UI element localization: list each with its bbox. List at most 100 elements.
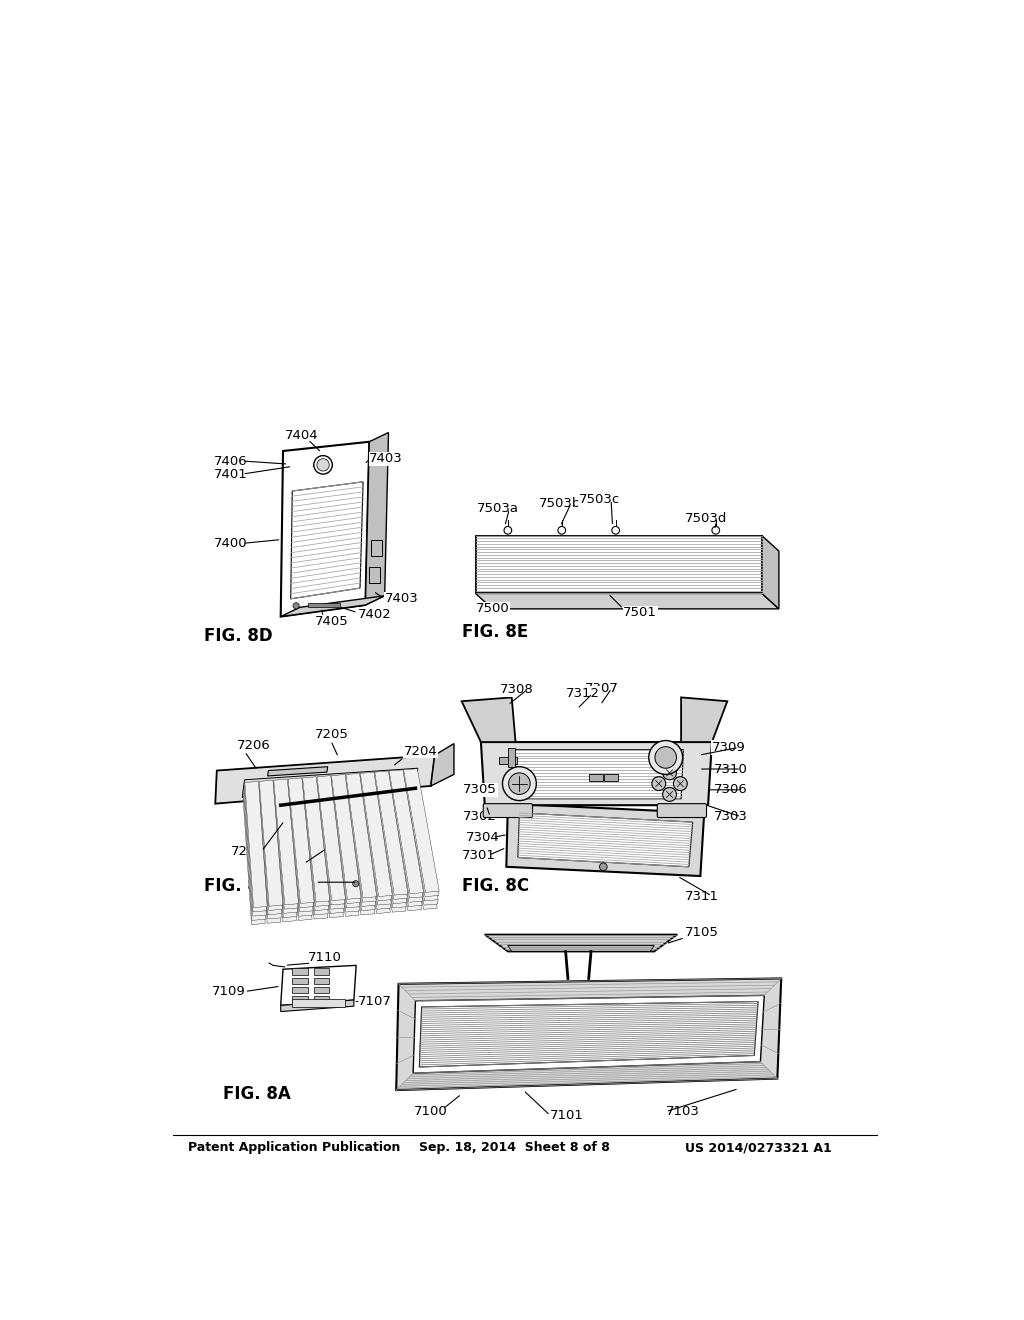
Polygon shape — [403, 768, 439, 892]
Polygon shape — [360, 772, 392, 896]
Text: 7500: 7500 — [475, 602, 509, 615]
Polygon shape — [243, 796, 265, 924]
Text: 7503d: 7503d — [685, 512, 727, 525]
Text: 7310: 7310 — [714, 763, 749, 776]
Polygon shape — [281, 788, 419, 899]
Polygon shape — [332, 775, 361, 899]
Polygon shape — [273, 779, 298, 904]
Bar — [589, 775, 602, 780]
Text: Sep. 18, 2014  Sheet 8 of 8: Sep. 18, 2014 Sheet 8 of 8 — [419, 1142, 610, 1155]
Text: 7109: 7109 — [211, 985, 245, 998]
Text: 7110: 7110 — [307, 952, 342, 964]
Text: 7406: 7406 — [214, 454, 248, 467]
Text: 7503a: 7503a — [477, 502, 519, 515]
Text: 7301: 7301 — [462, 849, 496, 862]
Text: FIG. 8C: FIG. 8C — [462, 876, 528, 895]
Text: 7312: 7312 — [565, 686, 600, 700]
Circle shape — [503, 767, 537, 800]
Polygon shape — [396, 978, 781, 1090]
Polygon shape — [331, 777, 360, 904]
Circle shape — [712, 527, 720, 535]
Text: 7306: 7306 — [714, 783, 748, 796]
Polygon shape — [374, 777, 407, 904]
Text: 7309: 7309 — [712, 741, 745, 754]
Polygon shape — [402, 779, 437, 906]
Polygon shape — [302, 784, 329, 911]
Circle shape — [313, 455, 333, 474]
Polygon shape — [475, 594, 779, 609]
Text: 7402: 7402 — [357, 607, 391, 620]
Polygon shape — [373, 785, 406, 912]
Polygon shape — [281, 442, 370, 616]
Polygon shape — [271, 793, 297, 921]
Text: 7303: 7303 — [714, 810, 749, 824]
Polygon shape — [288, 781, 313, 908]
Text: 7201: 7201 — [230, 845, 264, 858]
Text: 7503c: 7503c — [579, 492, 620, 506]
Polygon shape — [375, 771, 408, 895]
Polygon shape — [257, 795, 281, 923]
Bar — [292, 987, 307, 993]
Text: 7100: 7100 — [414, 1105, 447, 1118]
Bar — [313, 969, 330, 974]
Bar — [292, 978, 307, 983]
Polygon shape — [402, 776, 438, 900]
Polygon shape — [419, 1002, 758, 1067]
Bar — [313, 997, 330, 1002]
Polygon shape — [281, 595, 385, 616]
Polygon shape — [462, 697, 515, 742]
Polygon shape — [267, 767, 328, 776]
Polygon shape — [287, 785, 313, 912]
Circle shape — [663, 788, 677, 801]
Polygon shape — [245, 781, 267, 908]
Polygon shape — [244, 792, 265, 920]
Circle shape — [655, 747, 677, 768]
Polygon shape — [281, 965, 356, 1006]
Polygon shape — [290, 797, 410, 890]
Polygon shape — [315, 789, 343, 917]
Polygon shape — [345, 777, 376, 902]
Circle shape — [599, 863, 607, 871]
Polygon shape — [401, 783, 437, 909]
Text: 7403: 7403 — [370, 453, 403, 465]
Polygon shape — [344, 788, 375, 915]
Circle shape — [558, 527, 565, 535]
Bar — [313, 978, 330, 983]
Polygon shape — [215, 755, 435, 804]
Polygon shape — [346, 774, 377, 898]
Polygon shape — [330, 785, 359, 912]
Polygon shape — [506, 804, 705, 876]
Polygon shape — [301, 788, 329, 915]
Polygon shape — [316, 779, 345, 906]
Text: US 2014/0273321 A1: US 2014/0273321 A1 — [685, 1142, 831, 1155]
Polygon shape — [259, 784, 283, 911]
Circle shape — [316, 459, 330, 471]
Polygon shape — [431, 743, 454, 785]
Polygon shape — [762, 536, 779, 609]
Polygon shape — [273, 783, 298, 909]
Bar — [370, 566, 380, 583]
Circle shape — [663, 766, 677, 780]
Bar — [313, 987, 330, 993]
Text: 7202: 7202 — [285, 879, 318, 892]
Polygon shape — [374, 781, 407, 908]
Polygon shape — [681, 697, 727, 742]
Polygon shape — [475, 536, 762, 594]
Polygon shape — [512, 750, 683, 799]
Bar — [292, 997, 307, 1002]
Polygon shape — [244, 788, 266, 916]
FancyBboxPatch shape — [657, 804, 707, 817]
Text: 7205: 7205 — [315, 727, 349, 741]
Text: 7400: 7400 — [214, 537, 248, 550]
Polygon shape — [358, 787, 390, 913]
Circle shape — [504, 527, 512, 535]
Bar — [307, 603, 340, 607]
Text: 7107: 7107 — [357, 995, 391, 1008]
Polygon shape — [359, 783, 391, 909]
Circle shape — [611, 527, 620, 535]
Polygon shape — [331, 781, 360, 908]
Polygon shape — [288, 777, 314, 903]
Polygon shape — [287, 792, 312, 920]
Polygon shape — [258, 791, 282, 919]
Polygon shape — [291, 482, 364, 599]
